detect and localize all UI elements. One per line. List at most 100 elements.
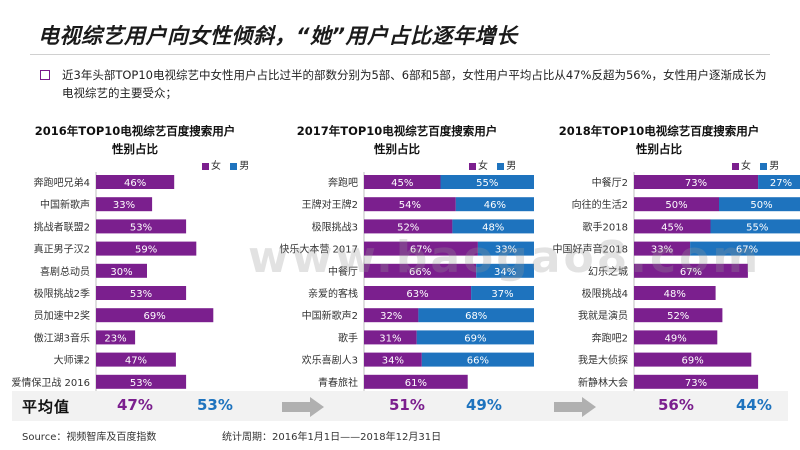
female-value-label: 33% [113, 200, 135, 211]
female-value-label: 23% [104, 333, 126, 344]
category-label: 歌手2018 [583, 220, 628, 233]
male-value-label: 68% [465, 311, 487, 322]
legend-2016: 女 男 [196, 157, 249, 172]
female-value-label: 34% [382, 356, 404, 367]
chart-2016-title: 2016年TOP10电视综艺百度搜索用户 性别占比 [10, 122, 260, 158]
female-bar [634, 263, 748, 278]
female-bar [364, 241, 478, 256]
female-bar [96, 374, 187, 389]
category-label: 亲爱的客栈 [308, 287, 358, 300]
category-label: 中国新歌声 [40, 198, 90, 211]
female-value-label: 31% [379, 333, 401, 344]
female-bar [364, 263, 477, 278]
female-value-label: 45% [391, 178, 413, 189]
female-value-label: 73% [685, 178, 707, 189]
female-value-label: 73% [685, 378, 707, 389]
category-label: 傲江湖3音乐 [34, 331, 90, 344]
category-label: 中国新歌声2 [302, 309, 358, 322]
male-bar [416, 330, 534, 345]
chart-2017-title-line1: 2017年TOP10电视综艺百度搜索用户 [296, 124, 498, 138]
category-label: 极限挑战4 [582, 287, 628, 300]
period-note: 统计周期：2016年1月1日——2018年12月31日 [222, 432, 442, 443]
category-label: 我是大侦探 [578, 354, 628, 367]
female-value-label: 63% [406, 289, 428, 300]
female-bar [634, 308, 723, 323]
chart-2017-title: 2017年TOP10电视综艺百度搜索用户 性别占比 [272, 122, 522, 158]
legend-female-swatch [469, 162, 476, 170]
female-value-label: 59% [135, 245, 157, 256]
female-value-label: 50% [665, 200, 687, 211]
category-label: 真正男子汉2 [34, 243, 90, 256]
category-label: 向往的生活2 [572, 198, 628, 211]
legend-2018: 女 男 [726, 157, 779, 172]
chart-2018-title-line2: 性别占比 [636, 142, 682, 156]
female-bar [634, 197, 719, 212]
chart-2018-title: 2018年TOP10电视综艺百度搜索用户 性别占比 [534, 122, 784, 158]
category-label: 中国好声音2018 [553, 243, 628, 256]
male-bar [418, 308, 534, 323]
female-value-label: 61% [405, 378, 427, 389]
male-value-label: 37% [491, 289, 513, 300]
arrow-right-icon [554, 397, 596, 417]
category-label: 青春旅社 [318, 376, 358, 389]
female-value-label: 46% [124, 178, 146, 189]
female-value-label: 48% [664, 289, 686, 300]
avg-2017-female: 51% [389, 396, 425, 414]
legend-male-label: 男 [239, 161, 250, 172]
female-value-label: 32% [380, 311, 402, 322]
male-value-label: 27% [770, 178, 792, 189]
male-value-label: 50% [750, 200, 772, 211]
male-bar [758, 175, 800, 189]
average-row [12, 391, 788, 421]
male-value-label: 46% [484, 200, 506, 211]
bullet-square-icon [40, 70, 50, 80]
female-value-label: 49% [665, 333, 687, 344]
average-label: 平均值 [22, 398, 71, 416]
chart-2016-title-line2: 性别占比 [112, 142, 158, 156]
female-bar [364, 175, 441, 189]
legend-female-label: 女 [211, 161, 221, 172]
female-bar [634, 219, 711, 234]
male-bar [452, 219, 534, 234]
female-value-label: 47% [125, 356, 147, 367]
category-label: 我就是演员 [578, 309, 628, 322]
category-label: 喜剧总动员 [40, 265, 90, 278]
male-bar [440, 175, 534, 189]
avg-2018-male: 44% [736, 396, 772, 414]
female-bar [96, 175, 175, 189]
female-bar [96, 263, 147, 278]
category-label: 挑战者联盟2 [34, 220, 90, 233]
female-bar [364, 374, 468, 389]
legend-female-swatch [732, 162, 739, 170]
chart-2018-title-line1: 2018年TOP10电视综艺百度搜索用户 [558, 124, 760, 138]
female-bar [364, 286, 472, 300]
category-label: 欢乐喜剧人3 [302, 354, 358, 367]
female-value-label: 67% [680, 267, 702, 278]
legend-male-swatch [230, 162, 238, 170]
male-bar [477, 241, 534, 256]
male-bar [421, 352, 534, 367]
category-label: 极限挑战2季 [34, 287, 90, 300]
male-value-label: 66% [467, 356, 489, 367]
page-title: 电视综艺用户向女性倾斜，“她”用户占比逐年增长 [38, 24, 518, 48]
category-label: 王牌对王牌2 [302, 198, 358, 211]
chart-2017-title-line2: 性别占比 [374, 142, 420, 156]
female-value-label: 52% [667, 311, 689, 322]
female-bar [634, 241, 691, 256]
male-value-label: 55% [746, 222, 768, 233]
category-label: 中餐厅2 [592, 176, 628, 189]
female-bar [634, 330, 718, 345]
avg-2018-female: 56% [658, 396, 694, 414]
female-value-label: 69% [682, 356, 704, 367]
female-value-label: 53% [130, 289, 152, 300]
category-label: 极限挑战3 [312, 220, 358, 233]
female-value-label: 66% [409, 267, 431, 278]
female-bar [364, 352, 422, 367]
female-bar [634, 175, 759, 189]
avg-2016-male: 53% [197, 396, 233, 414]
female-value-label: 33% [651, 245, 673, 256]
legend-male-swatch [760, 162, 768, 170]
male-bar [476, 263, 534, 278]
female-bar [96, 197, 153, 212]
